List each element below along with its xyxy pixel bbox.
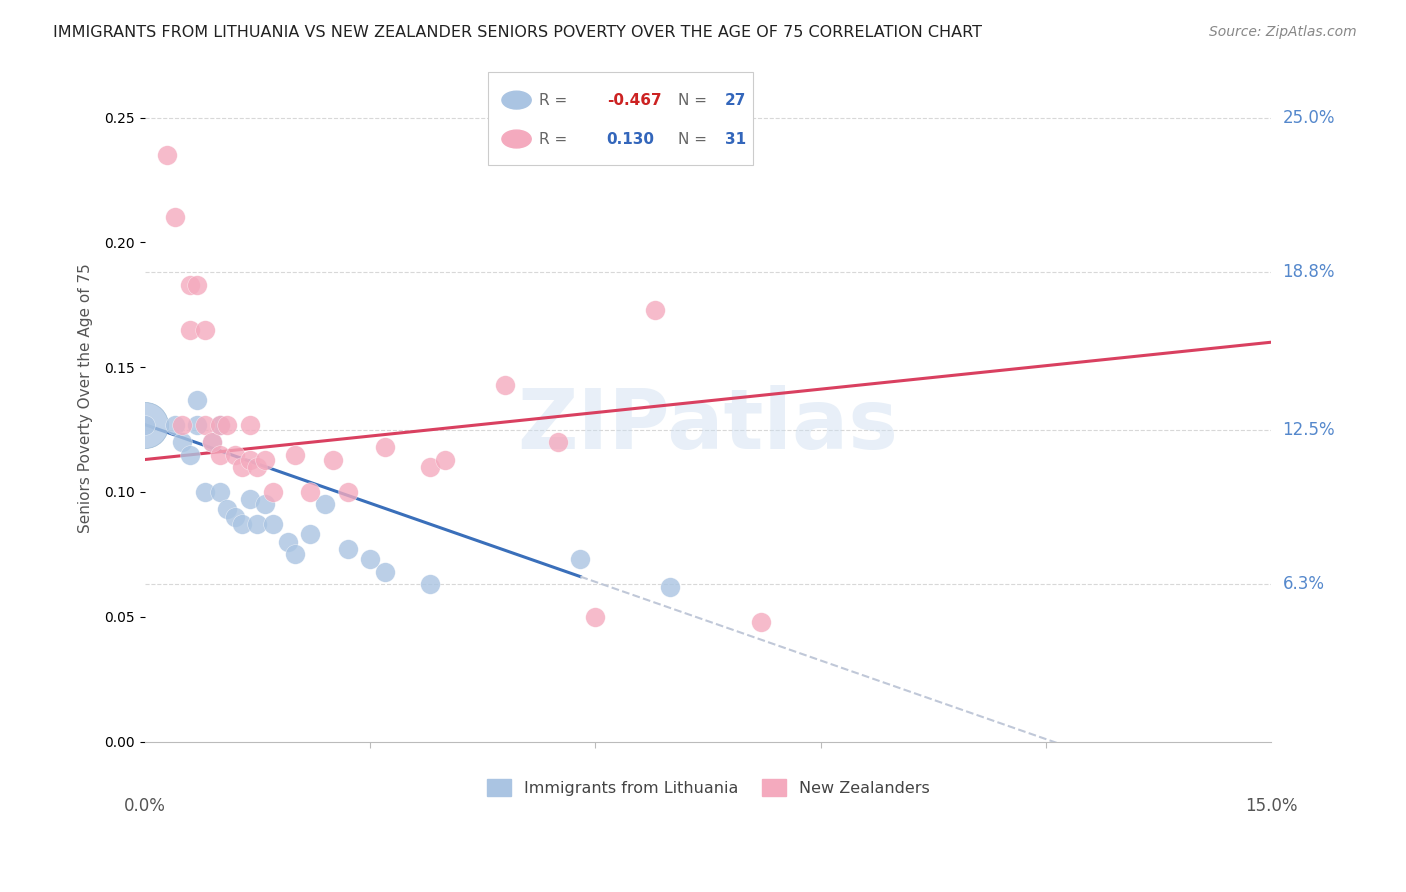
Text: 31: 31 <box>725 131 747 146</box>
FancyBboxPatch shape <box>488 72 754 165</box>
Point <box>224 448 246 462</box>
Text: 25.0%: 25.0% <box>1282 109 1336 127</box>
Point <box>253 452 276 467</box>
Text: N =: N = <box>678 131 711 146</box>
Point <box>156 148 179 162</box>
Point <box>179 277 201 292</box>
Text: N =: N = <box>678 93 711 108</box>
Point <box>284 548 307 562</box>
Text: Source: ZipAtlas.com: Source: ZipAtlas.com <box>1209 25 1357 39</box>
Text: IMMIGRANTS FROM LITHUANIA VS NEW ZEALANDER SENIORS POVERTY OVER THE AGE OF 75 CO: IMMIGRANTS FROM LITHUANIA VS NEW ZEALAND… <box>53 25 983 40</box>
Point <box>172 417 194 432</box>
Point <box>314 498 336 512</box>
Circle shape <box>502 91 531 109</box>
Point <box>186 417 208 432</box>
Point <box>359 552 381 566</box>
Point <box>299 527 322 541</box>
Point <box>547 435 569 450</box>
Point <box>434 452 457 467</box>
Point <box>217 417 239 432</box>
Point <box>201 435 224 450</box>
Point <box>239 452 262 467</box>
Point <box>644 302 666 317</box>
Point <box>194 323 217 337</box>
Point <box>284 448 307 462</box>
Point <box>336 485 359 500</box>
Point <box>277 535 299 549</box>
Point <box>239 492 262 507</box>
Point <box>134 417 156 432</box>
Point <box>194 417 217 432</box>
Text: 6.3%: 6.3% <box>1282 575 1324 593</box>
Text: R =: R = <box>538 93 572 108</box>
Point <box>208 417 231 432</box>
Point <box>201 435 224 450</box>
Point <box>163 417 186 432</box>
Point <box>231 460 253 475</box>
Text: ZIPatlas: ZIPatlas <box>517 385 898 467</box>
Point <box>134 417 156 432</box>
Legend: Immigrants from Lithuania, New Zealanders: Immigrants from Lithuania, New Zealander… <box>481 773 936 802</box>
Text: 15.0%: 15.0% <box>1244 797 1298 814</box>
Point <box>299 485 322 500</box>
Point <box>186 277 208 292</box>
Point <box>749 615 772 629</box>
Text: 18.8%: 18.8% <box>1282 263 1336 281</box>
Point <box>194 485 217 500</box>
Point <box>208 448 231 462</box>
Point <box>322 452 344 467</box>
Point <box>569 552 592 566</box>
Text: 12.5%: 12.5% <box>1282 421 1336 439</box>
Point <box>172 435 194 450</box>
Point <box>583 609 606 624</box>
Point <box>231 517 253 532</box>
Point <box>262 485 284 500</box>
Point <box>217 502 239 516</box>
Point <box>262 517 284 532</box>
Point <box>224 510 246 524</box>
Point <box>419 577 441 591</box>
Text: 27: 27 <box>725 93 747 108</box>
Point <box>419 460 441 475</box>
Circle shape <box>502 130 531 148</box>
Point <box>253 498 276 512</box>
Point <box>208 417 231 432</box>
Text: 0.0%: 0.0% <box>124 797 166 814</box>
Point <box>246 460 269 475</box>
Point <box>179 448 201 462</box>
Point <box>239 417 262 432</box>
Point <box>336 542 359 557</box>
Text: R =: R = <box>538 131 572 146</box>
Point <box>374 440 396 454</box>
Text: 0.130: 0.130 <box>606 131 655 146</box>
Point <box>246 517 269 532</box>
Point <box>494 377 516 392</box>
Point <box>208 485 231 500</box>
Point <box>179 323 201 337</box>
Point <box>163 211 186 225</box>
Point <box>659 580 682 594</box>
Text: -0.467: -0.467 <box>606 93 661 108</box>
Point <box>186 392 208 407</box>
Point <box>374 565 396 579</box>
Y-axis label: Seniors Poverty Over the Age of 75: Seniors Poverty Over the Age of 75 <box>79 263 93 533</box>
